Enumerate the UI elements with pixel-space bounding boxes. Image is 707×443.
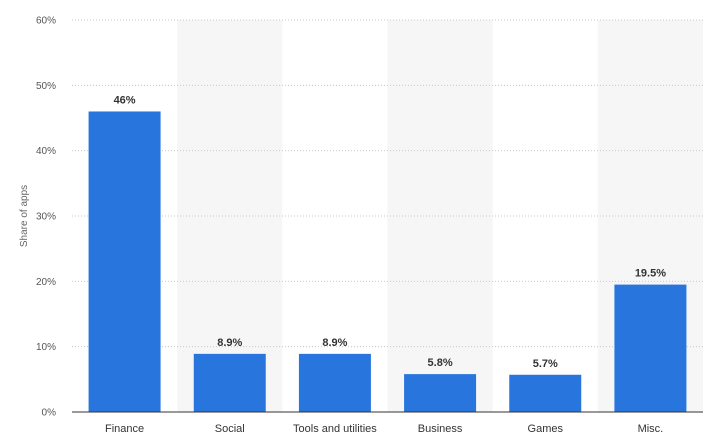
data-label: 46% xyxy=(114,94,136,106)
y-tick-label: 60% xyxy=(36,16,56,27)
bar-tools-and-utilities[interactable] xyxy=(298,353,371,412)
x-axis-labels: Finance Social Tools and utilities Business… xyxy=(105,423,663,435)
data-labels: 46% 8.9% 8.9% 5.8% 5.7% 19.5% xyxy=(114,94,667,369)
x-tick-label: Social xyxy=(215,423,245,435)
data-label: 8.9% xyxy=(217,337,242,349)
x-tick-label: Finance xyxy=(105,423,144,435)
data-label: 5.7% xyxy=(533,358,558,370)
y-axis-ticks: 0% 10% 20% 30% 40% 50% 60% xyxy=(36,16,56,419)
bar-social[interactable] xyxy=(193,353,266,412)
gridlines xyxy=(72,19,703,348)
y-axis-title: Share of apps xyxy=(19,185,30,247)
data-label: 5.8% xyxy=(428,357,453,369)
y-tick-label: 30% xyxy=(36,212,56,223)
y-tick-label: 10% xyxy=(36,342,56,353)
bars xyxy=(88,111,687,412)
y-tick-label: 0% xyxy=(42,408,57,419)
y-tick-label: 50% xyxy=(36,81,56,92)
bar-business[interactable] xyxy=(404,374,477,412)
bar-finance[interactable] xyxy=(88,111,161,412)
band-3 xyxy=(387,20,493,412)
x-tick-label: Misc. xyxy=(638,423,664,435)
y-tick-label: 20% xyxy=(36,277,56,288)
x-tick-label: Games xyxy=(528,423,564,435)
data-label: 8.9% xyxy=(322,337,347,349)
x-tick-label: Tools and utilities xyxy=(293,423,377,435)
bar-misc-[interactable] xyxy=(614,284,687,412)
data-label: 19.5% xyxy=(635,268,666,280)
x-tick-label: Business xyxy=(418,423,463,435)
bar-games[interactable] xyxy=(509,374,582,412)
y-tick-label: 40% xyxy=(36,146,56,157)
